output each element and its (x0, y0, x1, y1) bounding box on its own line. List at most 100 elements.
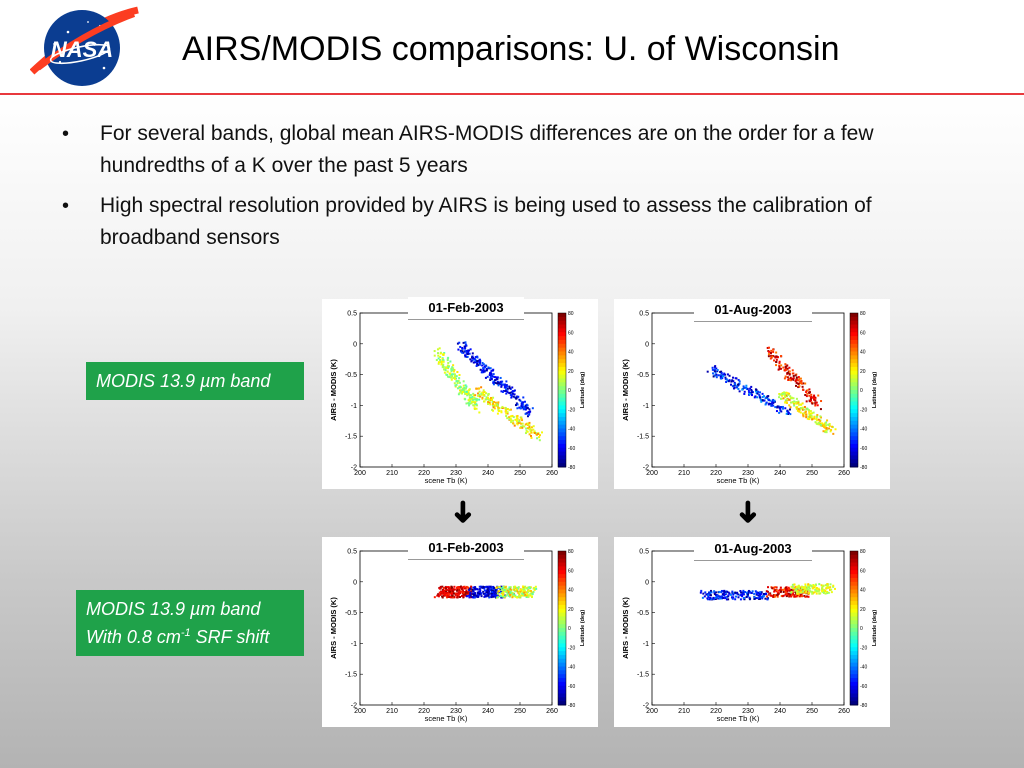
scatter-point (742, 385, 745, 388)
scatter-point (833, 587, 836, 590)
scatter-point (801, 407, 804, 410)
colorbar-tick-label: -20 (860, 407, 867, 413)
scatter-point (796, 585, 799, 588)
y-tick-label: 0 (645, 341, 649, 348)
scatter-point (474, 361, 477, 364)
scatter-point (772, 594, 775, 597)
scatter-point (491, 586, 494, 589)
scatter-point (815, 586, 818, 589)
scatter-point (747, 593, 750, 596)
scatter-point (523, 400, 526, 403)
scatter-point (506, 385, 509, 388)
scatter-point (468, 352, 471, 355)
colorbar-segment (558, 343, 566, 349)
scatter-point (775, 355, 778, 358)
scatter-point (811, 587, 814, 590)
scatter-point (824, 592, 827, 595)
scatter-point (728, 379, 731, 382)
scatter-point (493, 376, 496, 379)
scatter-point (442, 592, 445, 595)
scatter-point (457, 393, 460, 396)
scatter-point (480, 386, 483, 389)
scatter-point (798, 410, 801, 413)
scatter-point (487, 366, 490, 369)
scatter-point (473, 401, 476, 404)
scatter-point (714, 597, 717, 600)
scatter-point (486, 397, 489, 400)
scatter-point (511, 386, 514, 389)
scatter-point (825, 586, 828, 589)
scatter-point (795, 408, 798, 411)
scatter-point (770, 594, 773, 597)
colorbar-tick-label: -40 (860, 665, 867, 671)
colorbar-segment (850, 639, 858, 644)
scatter-point (501, 380, 504, 383)
scatter-point (788, 370, 791, 373)
scatter-point (818, 422, 821, 425)
scatter-point (528, 421, 531, 424)
scatter-point (731, 379, 734, 382)
scatter-point (523, 592, 526, 595)
scatter-point (454, 588, 457, 591)
scatter-point (536, 437, 539, 440)
scatter-point (786, 376, 789, 379)
scatter-point (496, 376, 499, 379)
colorbar-segment (558, 432, 566, 437)
scatter-point (474, 397, 477, 400)
scatter-point (459, 590, 462, 593)
scatter-point (486, 589, 489, 592)
colorbar-segment (558, 332, 566, 337)
scatter-point (746, 591, 749, 594)
scatter-point (720, 591, 723, 594)
y-tick-label: 0.5 (639, 549, 649, 556)
scatter-point (496, 404, 499, 407)
scatter-point (743, 390, 746, 393)
scatter-point (498, 382, 501, 385)
scatter-point (788, 589, 791, 592)
scatter-point (461, 591, 464, 594)
scatter-point (759, 396, 762, 399)
scatter-point (795, 376, 798, 379)
colorbar-segment (558, 601, 566, 606)
scatter-point (439, 593, 442, 596)
scatter-point (700, 589, 703, 592)
colorbar-segment (558, 405, 566, 410)
scatter-svg: 200 210 220 230 240 250 2600.50-0.5-1-1.5-2sce… (329, 311, 586, 486)
scatter-point (468, 389, 471, 392)
scatter-point (464, 350, 467, 353)
scatter-point (804, 595, 807, 598)
scatter-point (795, 406, 798, 409)
colorbar-segment (850, 593, 858, 598)
scatter-point (789, 594, 792, 597)
scatter-point (793, 404, 796, 407)
scatter-point (482, 368, 485, 371)
scatter-point (481, 392, 484, 395)
scatter-point (465, 591, 468, 594)
scatter-point (478, 590, 481, 593)
scatter-point (506, 411, 509, 414)
scatter-point (468, 596, 471, 599)
scatter-point (772, 404, 775, 407)
scatter-point (726, 373, 729, 376)
scatter-point (826, 584, 829, 587)
plot-date-label: 01-Feb-2003 (408, 537, 524, 560)
scatter-point (767, 586, 770, 589)
scatter-point (750, 389, 753, 392)
scatter-point (797, 382, 800, 385)
scatter-point (784, 586, 787, 589)
scatter-point (721, 593, 724, 596)
scatter-point (524, 408, 527, 411)
scatter-point (465, 585, 468, 588)
y-axis-label: AIRS - MODIS (K) (621, 359, 630, 421)
scatter-point (758, 395, 761, 398)
scatter-point (806, 586, 809, 589)
scatter-point (772, 398, 775, 401)
scatter-point (769, 357, 772, 360)
scatter-point (782, 590, 785, 593)
scatter-point (530, 595, 533, 598)
scatter-point (815, 590, 818, 593)
scatter-point (748, 598, 751, 601)
scatter-point (491, 587, 494, 590)
scatter-point (798, 378, 801, 381)
colorbar-segment (558, 693, 566, 698)
